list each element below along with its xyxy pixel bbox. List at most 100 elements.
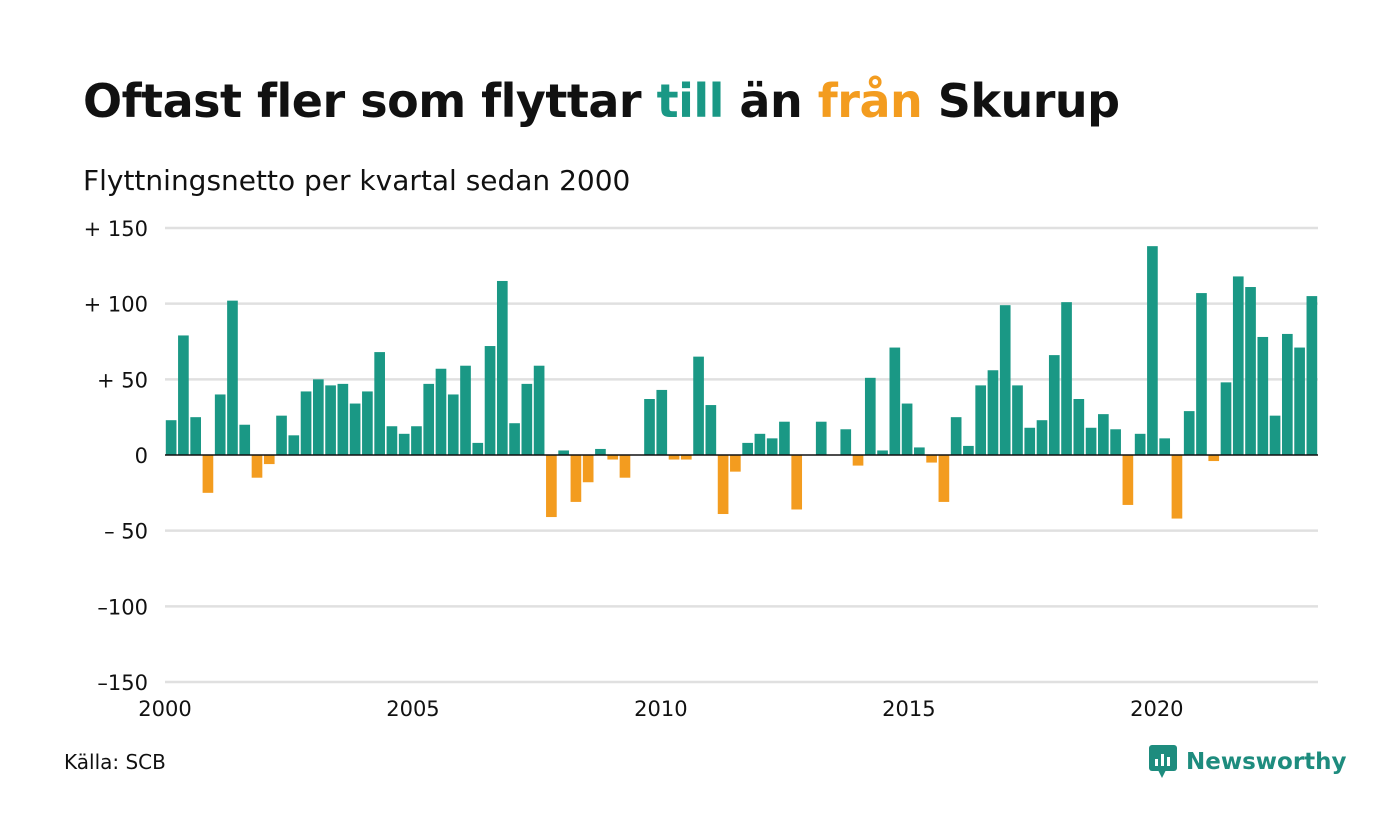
y-tick-label: 0: [135, 444, 148, 468]
bar: [178, 335, 189, 455]
bar: [1257, 336, 1269, 455]
bar: [668, 455, 680, 460]
bar: [914, 447, 925, 455]
title-highlight-out: från: [817, 74, 923, 128]
bar: [779, 421, 790, 455]
bar: [276, 415, 287, 455]
bar: [325, 385, 336, 455]
bar: [840, 429, 852, 455]
bar: [1134, 433, 1146, 455]
bar: [901, 403, 913, 455]
bar: [1098, 414, 1109, 455]
x-tick-label: 2015: [882, 697, 935, 721]
bar: [1073, 399, 1085, 455]
bar: [484, 346, 496, 455]
y-tick-label: –150: [97, 671, 148, 695]
x-axis-ticks: 2000 2005 2010 2015 2020: [138, 697, 1183, 721]
title-part3: Skurup: [922, 74, 1120, 128]
bar: [533, 365, 545, 455]
bar: [300, 391, 312, 455]
bar: [214, 394, 226, 455]
bar: [852, 455, 864, 466]
newsworthy-logo[interactable]: Newsworthy: [1148, 744, 1347, 780]
bar: [582, 455, 594, 483]
bar: [165, 420, 177, 455]
logo-text: Newsworthy: [1186, 749, 1347, 775]
bar: [1294, 347, 1305, 455]
bar: [1183, 411, 1195, 455]
bar: [386, 426, 398, 455]
source-note: Källa: SCB: [64, 750, 166, 774]
chart-bubble-icon: [1149, 745, 1177, 778]
title-part1: Oftast fler som flyttar: [83, 74, 657, 128]
bar: [1232, 276, 1244, 455]
bar: [815, 421, 827, 455]
bar: [1012, 385, 1023, 455]
bar: [546, 455, 557, 518]
bar: [312, 379, 324, 455]
bar: [1036, 420, 1048, 455]
bar: [423, 383, 435, 455]
bar: [730, 455, 741, 472]
bar: [558, 450, 569, 455]
bar: [1048, 355, 1060, 455]
bar: [472, 442, 484, 455]
bar: [411, 426, 422, 455]
bar: [742, 442, 753, 455]
bar: [447, 394, 459, 455]
y-tick-label: + 100: [84, 293, 148, 317]
bar: [975, 385, 987, 455]
bar: [877, 450, 888, 455]
bar: [619, 455, 631, 478]
bar: [337, 383, 349, 455]
bar: [656, 389, 668, 455]
title-part2: än: [723, 74, 818, 128]
bar: [791, 455, 803, 510]
bar: [926, 455, 937, 463]
grid-lines: [165, 226, 1318, 684]
bar: [644, 399, 655, 455]
bar: [362, 391, 373, 455]
bar: [509, 423, 520, 455]
bar: [889, 347, 901, 455]
bar: [496, 280, 508, 455]
bar: [190, 417, 201, 455]
bar: [570, 455, 582, 502]
bar: [1147, 246, 1158, 455]
bar: [1196, 293, 1207, 455]
bar: [251, 455, 263, 478]
bar: [1245, 287, 1256, 455]
bar: [705, 405, 717, 455]
bar: [1282, 333, 1293, 455]
bar: [1085, 427, 1097, 455]
bar: [766, 438, 778, 455]
bar: [754, 433, 766, 455]
bar: [1171, 455, 1183, 519]
x-tick-label: 2005: [386, 697, 439, 721]
bar: [1024, 427, 1036, 455]
bar: [1208, 455, 1220, 462]
x-tick-label: 2020: [1130, 697, 1183, 721]
y-tick-label: –100: [97, 595, 148, 619]
bar: [263, 455, 275, 465]
y-axis-ticks: + 150 + 100 + 50 0 – 50 –100 –150: [84, 217, 148, 695]
bar: [595, 448, 606, 455]
chart-subtitle: Flyttningsnetto per kvartal sedan 2000: [83, 164, 631, 197]
bar: [1306, 296, 1318, 455]
bar: [398, 433, 410, 455]
bar: [938, 455, 950, 502]
bar: [987, 370, 999, 455]
bar: [693, 356, 704, 455]
bar: [1061, 302, 1072, 455]
bar: [717, 455, 729, 515]
bar: [288, 435, 300, 455]
bar: [202, 455, 214, 493]
y-tick-label: + 150: [84, 217, 148, 241]
y-tick-label: + 50: [97, 368, 148, 392]
bar: [950, 417, 962, 455]
bar: [1269, 415, 1281, 455]
bar: [374, 352, 385, 455]
bar: [963, 445, 974, 455]
chart-title: Oftast fler som flyttar till än från Sku…: [83, 74, 1120, 128]
